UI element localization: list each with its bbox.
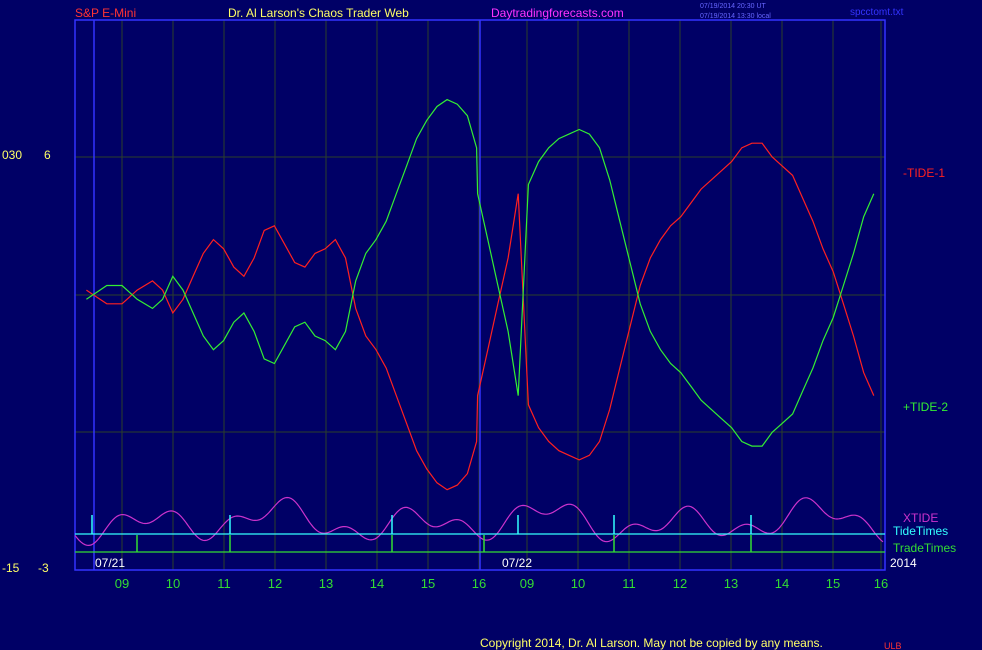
date-label-0721: 07/21 [95,556,125,570]
timestamp-ut: 07/19/2014 20:30 UT [700,3,766,10]
x-tick-label: 11 [217,576,231,591]
series-xtide-line [74,496,884,547]
marker-label-tradetimes: TradeTimes [893,541,956,555]
left-axis-bottom-inner: -3 [38,561,49,575]
x-tick-label: 09 [115,576,129,591]
x-tick-label: 16 [472,576,486,591]
series-label-xtide: XTIDE [903,511,938,525]
year-label: 2014 [890,556,917,570]
site-link[interactable]: Daytradingforecasts.com [491,6,624,20]
timestamp-local: 07/19/2014 13:30 local [700,13,771,20]
x-tick-label: 12 [268,576,282,591]
left-axis-top-outer: 030 [2,148,22,162]
marker-label-tidetimes: TideTimes [893,524,948,538]
stamp: ULB [884,641,902,650]
x-tick-label: 15 [826,576,840,591]
copyright: Copyright 2014, Dr. Al Larson. May not b… [480,636,823,650]
x-tick-labels: 09 10 11 12 13 14 15 16 09 10 11 12 13 14 15 16 [115,576,888,591]
x-tick-label: 14 [775,576,789,591]
author-title: Dr. Al Larson's Chaos Trader Web [228,6,409,20]
x-tick-label: 11 [622,576,636,591]
x-tick-label: 16 [874,576,888,591]
left-axis-bottom-outer: -15 [2,561,20,575]
file-name: spcctomt.txt [850,7,904,18]
x-tick-label: 15 [421,576,435,591]
grid [75,20,885,570]
x-tick-label: 10 [571,576,585,591]
series-tide1-line [86,142,875,491]
plot-frame [74,19,886,571]
series-label-tide1: -TIDE-1 [903,166,945,180]
marker-layer [75,515,885,553]
x-tick-label: 13 [319,576,333,591]
x-tick-label: 13 [724,576,738,591]
x-tick-label: 14 [370,576,384,591]
series-tide2-line [86,98,875,447]
instrument-title: S&P E-Mini [75,6,136,20]
x-tick-label: 10 [166,576,180,591]
series-label-tide2: +TIDE-2 [903,400,948,414]
date-label-0722: 07/22 [502,556,532,570]
series-layer [74,98,884,547]
x-tick-label: 12 [673,576,687,591]
left-axis-top-inner: 6 [44,148,51,162]
x-tick-label: 09 [520,576,534,591]
